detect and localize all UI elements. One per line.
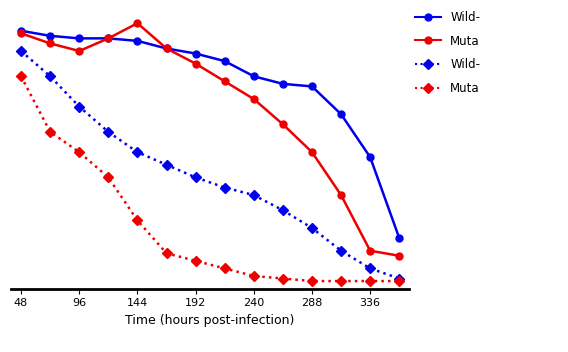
Legend: Wild-, Muta, Wild-, Muta: Wild-, Muta, Wild-, Muta (415, 11, 481, 95)
X-axis label: Time (hours post-infection): Time (hours post-infection) (126, 314, 295, 327)
